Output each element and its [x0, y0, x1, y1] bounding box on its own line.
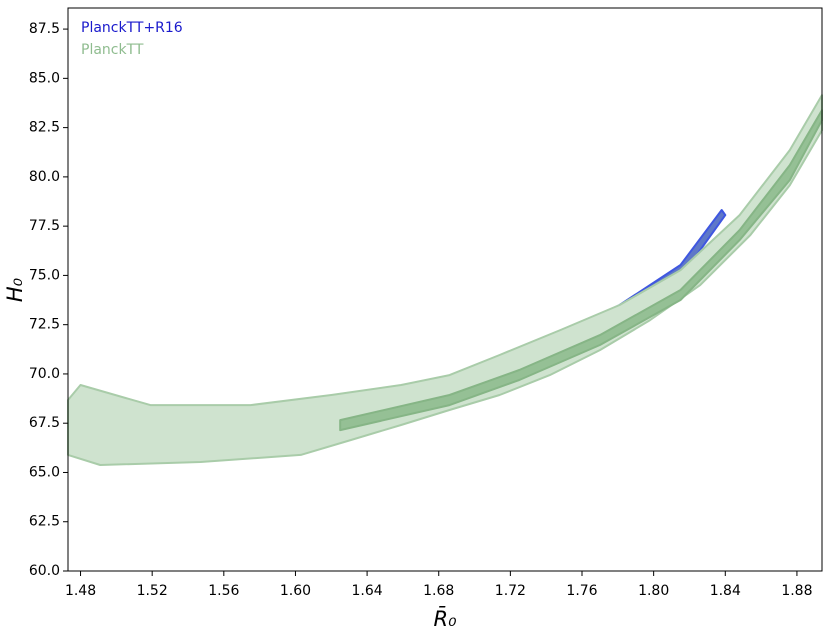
y-tick-label: 70.0 — [29, 366, 60, 382]
y-tick-label: 72.5 — [29, 317, 60, 333]
y-tick-label: 75.0 — [29, 267, 60, 283]
y-tick-label: 85.0 — [29, 70, 60, 86]
y-axis-label: H₀ — [3, 277, 27, 302]
legend-label: PlanckTT+R16 — [81, 20, 183, 36]
x-axis-label: R̄₀ — [433, 606, 457, 631]
y-tick-label: 87.5 — [29, 21, 60, 37]
x-tick-label: 1.56 — [208, 583, 239, 599]
x-tick-label: 1.52 — [137, 583, 168, 599]
y-tick-label: 82.5 — [29, 120, 60, 136]
plot-frame — [67, 7, 823, 572]
legend-label: PlanckTT — [81, 42, 144, 58]
y-tick-label: 62.5 — [29, 514, 60, 530]
x-tick-label: 1.48 — [65, 583, 96, 599]
x-tick-label: 1.88 — [781, 583, 812, 599]
y-tick-label: 60.0 — [29, 563, 60, 579]
y-tick-label: 65.0 — [29, 464, 60, 480]
y-tick-label: 77.5 — [29, 218, 60, 234]
x-tick-label: 1.64 — [352, 583, 383, 599]
x-tick-label: 1.60 — [280, 583, 311, 599]
x-tick-label: 1.80 — [638, 583, 669, 599]
x-tick-label: 1.72 — [495, 583, 526, 599]
x-tick-label: 1.76 — [566, 583, 597, 599]
x-tick-label: 1.68 — [423, 583, 454, 599]
y-tick-label: 80.0 — [29, 169, 60, 185]
contour-region — [67, 94, 823, 466]
x-tick-label: 1.84 — [710, 583, 741, 599]
y-tick-label: 67.5 — [29, 415, 60, 431]
